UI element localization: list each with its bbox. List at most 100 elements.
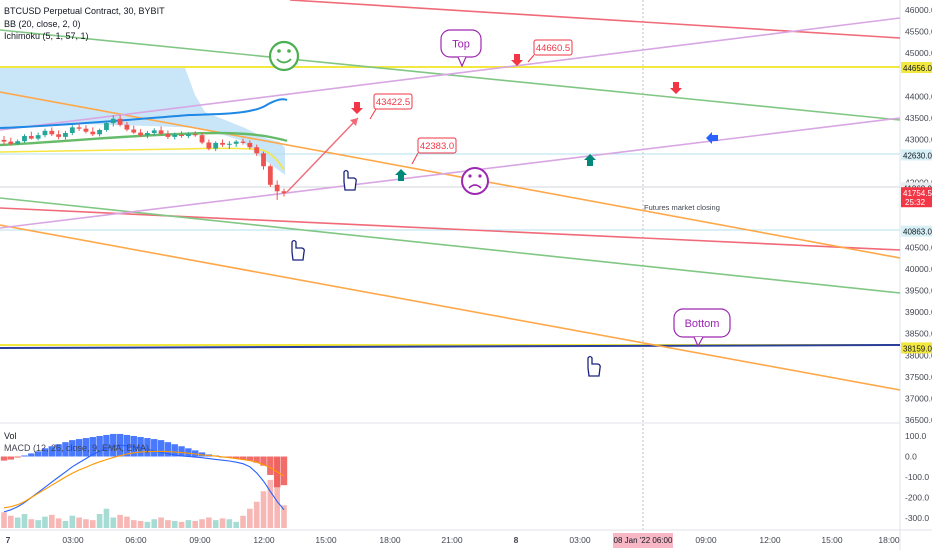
hand-shape (343, 169, 357, 191)
volume-bar (96, 514, 103, 528)
time-axis-label: 06:00 (125, 535, 147, 545)
price-tag (901, 62, 932, 74)
bb-upper-line (0, 98, 288, 129)
candle-body (90, 131, 96, 135)
volume-bar (49, 514, 55, 528)
price-tag-value: 40863.0 (903, 228, 932, 237)
trendline-red-top (289, 0, 901, 39)
candle-body (165, 133, 171, 137)
volume-bar (267, 479, 274, 528)
volume-bar (144, 521, 151, 528)
down-arrow-icon (511, 54, 523, 66)
trendline-violet-bottom (0, 117, 901, 229)
price-axis-label: 38000.0 (905, 350, 932, 360)
price-axis-label: 40500.0 (905, 242, 932, 252)
ichimoku-cloud (0, 68, 285, 175)
time-axis-label: 18:00 (379, 535, 401, 545)
volume-bar (247, 508, 253, 528)
volume-bar (35, 520, 41, 528)
time-axis-label: 8 (514, 535, 519, 545)
price-axis[interactable]: 100.0 0.0 -100.0 -200.0 -300.0 46000.0 45500.0… (901, 5, 932, 523)
candle-body (124, 124, 130, 130)
volume-bar (14, 517, 21, 528)
price-axis-label: 39000.0 (905, 307, 932, 317)
macd-histogram-bar (89, 437, 96, 457)
bb-basis-line (0, 131, 288, 147)
volume-bar (89, 520, 96, 528)
candle-body (42, 130, 48, 136)
callout-connector (527, 54, 535, 63)
macd-histogram-bar (267, 456, 274, 475)
macd-axis-label: -200.0 (905, 493, 929, 503)
macd-histogram-bar (21, 455, 28, 457)
volume-bar (62, 521, 69, 528)
volume-legend[interactable]: Vol (4, 431, 17, 441)
time-axis-label: 09:00 (189, 535, 211, 545)
up-arrow-icon (395, 169, 407, 181)
volume-bar (8, 515, 14, 528)
time-axis-label: 03:00 (62, 535, 84, 545)
macd-histogram-bar (232, 456, 240, 459)
macd-axis-label: 0.0 (905, 452, 917, 462)
price-tag-value: 44656.0 (903, 64, 932, 73)
time-highlight-box (613, 533, 673, 548)
candle-body (69, 127, 75, 133)
candle-body (131, 129, 137, 133)
volume-bar (219, 518, 226, 528)
macd-histogram-bar (164, 442, 172, 457)
macd-legend[interactable]: MACD (12, 26, close, 9, EMA, EMA) (4, 443, 150, 453)
time-axis-label: 09:00 (695, 535, 717, 545)
price-callout-box (533, 39, 573, 56)
price-tag (901, 187, 932, 208)
time-axis[interactable]: 7 03:00 06:00 09:00 12:00 15:00 18:00 21:00 8 03:… (6, 533, 900, 548)
price-axis-label: 46000.0 (905, 5, 932, 15)
candle-body (185, 134, 191, 137)
volume-bar (165, 520, 171, 528)
volume-bar (130, 520, 137, 528)
macd-histogram-bar (144, 438, 151, 457)
time-axis-label: 15:00 (315, 535, 337, 545)
hand-pointer-icon (291, 239, 305, 261)
price-callout-text: 43422.5 (376, 97, 410, 108)
price-axis-label: 45500.0 (905, 27, 932, 37)
macd-histogram-bar (171, 444, 178, 457)
price-tag (901, 342, 932, 354)
price-axis-label: 36500.0 (905, 415, 932, 425)
time-axis-label: 03:00 (569, 535, 591, 545)
smiley-happy-eye (287, 49, 291, 53)
candle-body (220, 142, 225, 145)
price-tag (901, 149, 932, 161)
macd-line (3, 444, 285, 513)
macd-histogram-bar (96, 436, 103, 457)
price-axis-label: 39500.0 (905, 286, 932, 296)
down-arrow-icon (351, 102, 363, 114)
indicator-lines (0, 98, 288, 171)
volume-bar (76, 517, 82, 528)
candle-body (192, 134, 198, 136)
trendline-violet-top (0, 17, 901, 131)
volume-bar (260, 491, 267, 528)
volume-bar (226, 519, 233, 528)
price-axis-label: 38500.0 (905, 329, 932, 339)
macd-histogram-bar (0, 456, 8, 461)
volume-bar (28, 519, 35, 528)
macd-histogram-bar (178, 446, 185, 457)
time-axis-label: 12:00 (253, 535, 275, 545)
volume-bar (274, 458, 280, 528)
bb-legend[interactable]: BB (20, close, 2, 0) (4, 19, 81, 29)
volume-bar (233, 521, 239, 528)
ichimoku-legend[interactable]: Ichimoku (5, 1, 57, 1) (4, 31, 89, 41)
price-tag-value: 42630.0 (903, 151, 932, 160)
price-callout-text: 44660.5 (536, 43, 570, 54)
price-callout-box (417, 137, 457, 154)
smiley-sad-face (461, 167, 489, 195)
volume-bar (103, 508, 110, 528)
time-axis-label: 12:00 (759, 535, 781, 545)
price-axis-label: 45000.0 (905, 48, 932, 58)
volume-bar (281, 505, 287, 528)
smiley-sad-eye (478, 174, 482, 178)
trendline-green-top (0, 29, 901, 121)
symbol-legend[interactable]: BTCUSD Perpetual Contract, 30, BYBIT (4, 6, 165, 16)
